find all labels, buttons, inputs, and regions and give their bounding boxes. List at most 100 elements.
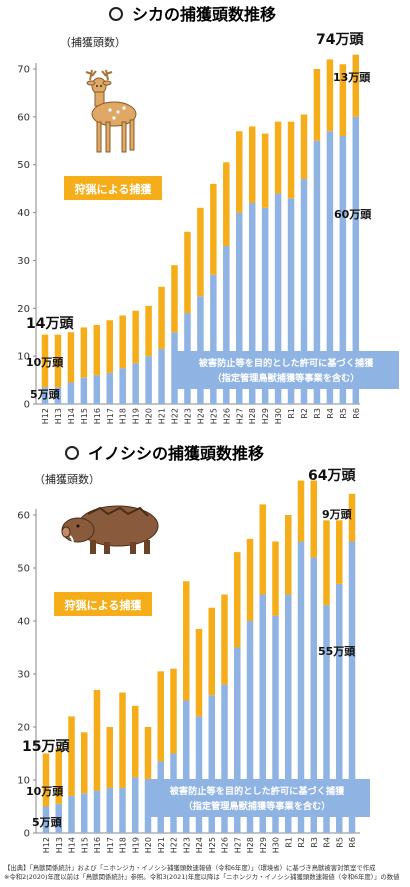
boar-x-tick-label: H23 <box>182 837 191 853</box>
boar-bar-hunting <box>195 628 203 717</box>
deer-y-tick-label: 70 <box>17 65 30 76</box>
boar-title-bullet-icon <box>65 446 79 460</box>
boar-bar-hunting <box>42 753 50 807</box>
deer-chart-title: シカの捕獲頭数推移 <box>132 5 276 24</box>
deer-permit-label-line2: （指定管理鳥獣捕獲等事業を含む） <box>213 372 360 384</box>
deer-bar-hunting <box>352 54 360 117</box>
boar-permit-label-line1: 被害防止等を目的とした許可に基づく捕獲 <box>169 785 345 797</box>
boar-hunting-label: 狩猟による捕獲 <box>64 598 143 612</box>
boar-bar-hunting <box>81 732 88 794</box>
deer-x-tick-label: H28 <box>248 408 257 424</box>
boar-x-tick-label: H16 <box>93 837 102 853</box>
boar-x-tick-label: H24 <box>195 837 204 853</box>
deer-x-tick-label: H19 <box>132 408 141 424</box>
deer-bar-hunting <box>326 59 334 132</box>
deer-hunting-label-box <box>64 176 162 200</box>
boar-bar-permit <box>297 541 305 833</box>
boar-bar-permit <box>183 700 190 833</box>
boar-bar-permit <box>348 541 356 833</box>
deer-y-tick-label: 10 <box>17 352 30 363</box>
boar-x-tick-label: H18 <box>119 837 128 853</box>
deer-start-hunting-label: 10万頭 <box>26 356 64 369</box>
deer-x-tick-label: H26 <box>222 408 231 424</box>
boar-x-tick-label: H14 <box>68 837 77 853</box>
deer-x-tick-label: H29 <box>261 408 270 424</box>
boar-y-tick-label: 10 <box>17 776 30 787</box>
deer-bar-hunting <box>54 334 62 388</box>
deer-bar-permit <box>158 348 165 404</box>
deer-hunting-label: 狩猟による捕獲 <box>74 182 153 196</box>
deer-x-tick-label: R1 <box>287 408 296 419</box>
boar-y-tick-label: 60 <box>17 511 30 522</box>
boar-start-hunting-label: 10万頭 <box>26 785 64 798</box>
boar-x-tick-label: H19 <box>131 837 140 853</box>
boar-bar-permit <box>68 795 75 833</box>
deer-bar-hunting <box>248 126 256 203</box>
deer-bar-permit <box>248 203 256 404</box>
deer-bar-hunting <box>41 334 49 388</box>
boar-bar-permit <box>336 583 343 833</box>
boar-end-hunting-label: 9万頭 <box>322 508 353 521</box>
deer-bar-permit <box>223 246 230 404</box>
boar-bar-hunting <box>310 480 317 558</box>
boar-bar-permit <box>234 647 241 833</box>
footer-note-line: ※令和2(2020)年度以前は「鳥獣関係統計」参照。令和3(2021)年度以降は… <box>4 873 400 881</box>
deer-bar-hunting <box>171 265 178 333</box>
boar-bar-hunting <box>157 671 164 762</box>
boar-bar-hunting <box>272 541 279 616</box>
deer-bar-permit <box>80 377 88 404</box>
deer-bar-permit <box>313 140 321 405</box>
deer-x-tick-label: H22 <box>171 408 180 424</box>
boar-bar-permit <box>42 806 50 833</box>
boar-x-tick-label: H13 <box>55 837 64 853</box>
boar-bar-hunting <box>132 705 139 778</box>
deer-bar-permit <box>352 116 360 404</box>
boar-x-tick-label: H21 <box>157 837 166 853</box>
boar-y-tick-label: 20 <box>17 723 30 734</box>
boar-bar-permit <box>81 793 88 833</box>
boar-start-total-label: 15万頭 <box>22 739 70 755</box>
boar-bar-hunting <box>234 552 241 648</box>
deer-x-tick-label: H17 <box>106 408 115 424</box>
boar-bar-hunting <box>348 493 356 542</box>
boar-x-tick-label: R6 <box>348 837 357 848</box>
boar-x-tick-label: H29 <box>259 837 268 853</box>
boar-bar-hunting <box>144 727 152 780</box>
deer-x-tick-label: H12 <box>41 408 50 424</box>
deer-bar-hunting <box>287 121 295 199</box>
boar-start-permit-label: 5万頭 <box>32 816 63 829</box>
boar-bar-hunting <box>259 504 266 595</box>
deer-bar-hunting <box>339 64 347 136</box>
deer-bar-permit <box>67 382 75 404</box>
deer-bar-permit <box>274 193 282 404</box>
boar-x-tick-label: R1 <box>284 837 293 848</box>
deer-start-permit-label: 5万頭 <box>30 388 61 401</box>
deer-x-tick-label: R6 <box>352 408 361 419</box>
deer-bar-permit <box>197 296 204 404</box>
deer-y-tick-label: 20 <box>17 304 30 315</box>
deer-x-tick-label: H14 <box>67 408 76 424</box>
deer-y-tick-label: 0 <box>24 400 30 411</box>
boar-permit-label-line2: （指定管理鳥獣捕獲等事業を含む） <box>184 800 331 812</box>
deer-bar-permit <box>326 131 334 404</box>
boar-bar-hunting <box>297 480 305 542</box>
boar-x-tick-label: H15 <box>80 837 89 853</box>
deer-permit-label-line1: 被害防止等を目的とした許可に基づく捕獲 <box>198 357 374 369</box>
deer-x-tick-label: H21 <box>158 408 167 424</box>
deer-x-tick-label: H16 <box>93 408 102 424</box>
deer-bar-permit <box>287 198 295 404</box>
boar-x-tick-label: H30 <box>272 837 281 853</box>
deer-bar-hunting <box>93 325 101 376</box>
boar-x-tick-label: H26 <box>221 837 230 853</box>
deer-end-hunting-label: 13万頭 <box>333 71 371 84</box>
boar-x-tick-label: H20 <box>144 837 153 853</box>
boar-bar-hunting <box>106 727 113 788</box>
boar-illustration-icon <box>61 505 159 554</box>
deer-bar-permit <box>236 212 243 404</box>
footer-source-line: 【出典】「鳥獣関係統計」および「ニホンジカ・イノシシ捕獲頭数速報値（令和6年度）… <box>4 864 376 872</box>
deer-x-ticks: H12 H13 H14 H15 H16 H17 H18 H19 H20 H21 H22 H23 H24 H… <box>41 408 361 424</box>
boar-x-tick-label: H12 <box>42 837 51 853</box>
deer-y-unit: （捕獲頭数） <box>60 35 126 49</box>
boar-permit-label-box <box>145 779 370 817</box>
